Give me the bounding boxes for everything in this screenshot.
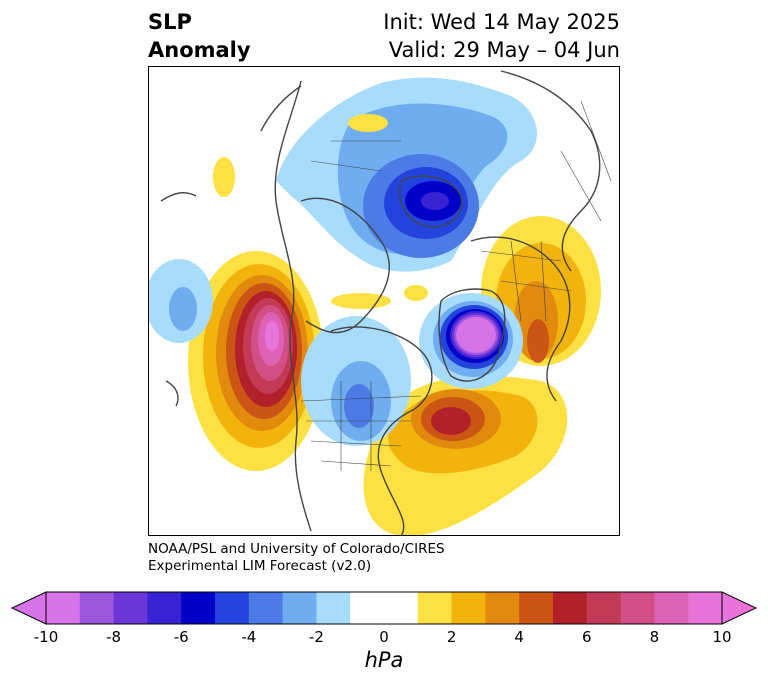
colorbar-segments <box>46 592 723 624</box>
colorbar-segment <box>181 592 216 624</box>
political-borders <box>300 100 612 471</box>
credit-line-2: Experimental LIM Forecast (v2.0) <box>148 558 372 574</box>
colorbar-segment <box>553 592 588 624</box>
map-title: SLP Anomaly <box>148 8 251 64</box>
colorbar-segment <box>451 592 486 624</box>
colorbar-tick-label: -4 <box>241 628 257 646</box>
colorbar-segment <box>654 592 689 624</box>
atlantic-high-anomaly <box>363 375 568 535</box>
title-line-2: Anomaly <box>148 38 251 62</box>
colorbar-segment <box>384 592 419 624</box>
coastlines <box>160 70 601 535</box>
colorbar-segment <box>519 592 554 624</box>
map-panel <box>148 66 620 536</box>
colorbar <box>10 591 758 625</box>
colorbar-segment <box>417 592 453 624</box>
title-line-1: SLP <box>148 10 192 34</box>
colorbar-segment <box>350 592 385 624</box>
valid-date-label: Valid: 29 May – 04 Jun <box>388 38 620 62</box>
greenland-low-anomaly <box>419 293 523 389</box>
colorbar-segment <box>620 592 655 624</box>
colorbar-tick-label: 0 <box>379 628 389 646</box>
colorbar-units: hPa <box>364 648 404 672</box>
credit-line-1: NOAA/PSL and University of Colorado/CIRE… <box>148 541 445 557</box>
colorbar-segment <box>113 592 148 624</box>
colorbar-segment <box>316 592 351 624</box>
colorbar-segment <box>248 592 284 624</box>
init-date-label: Init: Wed 14 May 2025 <box>383 10 620 34</box>
colorbar-segment <box>46 592 81 624</box>
colorbar-tick-label: -6 <box>173 628 189 646</box>
colorbar-segment <box>586 592 622 624</box>
colorbar-under-arrow <box>10 591 47 625</box>
anomaly-map <box>149 70 612 535</box>
small-high-patch-2 <box>331 293 391 309</box>
colorbar-tick-label: 6 <box>582 628 592 646</box>
colorbar-tick-label: -10 <box>33 628 59 646</box>
colorbar-over-arrow <box>721 591 758 625</box>
colorbar-tick-label: 8 <box>649 628 660 646</box>
credit-text: NOAA/PSL and University of Colorado/CIRE… <box>148 541 445 575</box>
colorbar-tick-label: -8 <box>106 628 122 646</box>
colorbar-segment <box>215 592 250 624</box>
colorbar-tick-label: 4 <box>514 628 524 646</box>
colorbar-segment <box>282 592 317 624</box>
colorbar-tick-label: -2 <box>308 628 324 646</box>
colorbar-tick-label: 2 <box>446 628 457 646</box>
pacific-high-anomaly <box>188 251 324 471</box>
colorbar-segment <box>485 592 520 624</box>
colorbar-segment <box>79 592 115 624</box>
north-america-low-anomaly <box>301 316 411 446</box>
small-high-patch <box>213 157 235 197</box>
west-pacific-low-anomaly <box>149 259 213 343</box>
small-high-patch-3 <box>404 285 428 301</box>
colorbar-tick-label: 10 <box>712 628 732 646</box>
forecast-dates: Init: Wed 14 May 2025 Valid: 29 May – 04… <box>383 8 620 64</box>
colorbar-frame <box>45 591 723 625</box>
colorbar-segment <box>147 592 182 624</box>
colorbar-segment <box>688 592 723 624</box>
